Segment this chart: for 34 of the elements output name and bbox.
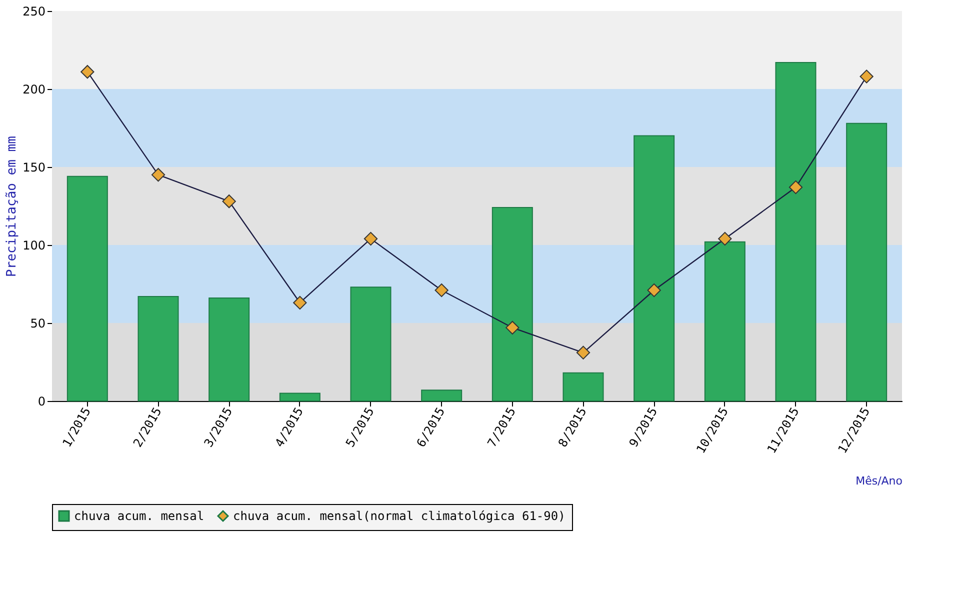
y-tick-label: 200 [22,82,46,96]
point [788,180,803,194]
y-tick-label: 0 [38,394,46,408]
legend-label: chuva acum. mensal [74,509,204,523]
legend-label: chuva acum. mensal(normal climatológica 61-90) [233,509,566,523]
bar [208,298,250,402]
y-tick-label: 50 [30,316,46,330]
bar [350,286,392,402]
point [576,346,590,360]
y-axis-title: Precipitação em mm [4,136,20,277]
bar [775,62,816,402]
bar [66,176,108,402]
y-tick-label: 150 [22,160,46,174]
bar [562,372,604,402]
bar [704,241,746,402]
point [364,232,378,246]
x-axis-title: Mês/Ano [856,474,903,488]
point [860,70,874,84]
point [222,194,236,208]
point [434,283,448,298]
y-tick-label: 100 [22,238,46,252]
bar [846,122,888,402]
bar [138,296,179,402]
point [647,283,661,298]
bar [279,392,320,402]
point [80,65,94,79]
bar [421,390,462,402]
point [718,232,732,246]
y-tick-label: 250 [22,4,46,18]
point [293,296,307,310]
bar [492,207,533,402]
point [151,168,166,182]
point [506,320,520,335]
bar [634,135,675,402]
